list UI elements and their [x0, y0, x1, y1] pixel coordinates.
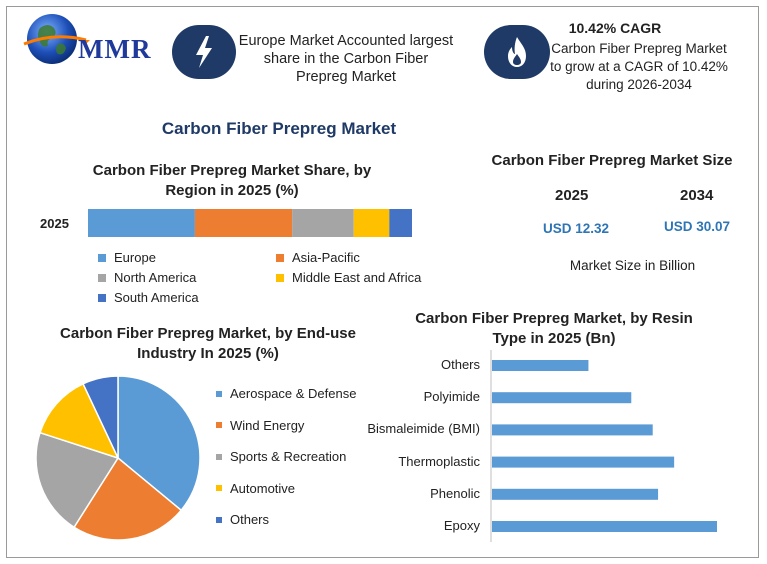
legend-label: Automotive — [230, 480, 296, 496]
legend-swatch — [98, 253, 106, 262]
region-category-label: 2025 — [40, 216, 69, 231]
market-size-note: Market Size in Billion — [569, 258, 696, 273]
region-bar-asia-pacific — [194, 209, 293, 237]
legend-swatch — [276, 253, 284, 262]
legend-swatch — [216, 516, 222, 523]
resin-bar-phenolic — [492, 488, 659, 500]
resin-bar-polyimide — [492, 392, 632, 404]
year-2025: 2025 — [555, 187, 589, 204]
flame-badge — [484, 25, 550, 79]
pie-slice-wind-energy — [73, 456, 183, 541]
resin-labels: Others Polyimide Bismaleimide (BMI) Thermop… — [330, 350, 480, 550]
size-value-2034: USD 30.07 — [664, 219, 731, 234]
legend-label: Middle East and Africa — [292, 270, 422, 285]
pie-slice-others — [82, 375, 119, 459]
market-size-title: Carbon Fiber Prepreg Market Size — [491, 152, 733, 169]
resin-label-phenolic: Phenolic — [430, 485, 480, 501]
resin-chart-title: Carbon Fiber Prepreg Market, by Resin Ty… — [415, 310, 693, 347]
legend-swatch — [98, 273, 106, 282]
logo-text: MMR — [78, 34, 152, 64]
region-stacked-bar — [88, 209, 412, 237]
legend-label: South America — [114, 290, 199, 305]
legend-label: Others — [230, 512, 270, 527]
size-value-2025: USD 12.32 — [543, 221, 610, 236]
region-legend-item-asia-pacific: Asia-Pacific — [276, 250, 360, 265]
legend-swatch — [98, 293, 106, 302]
lightning-icon — [196, 36, 212, 68]
pie-legend-item-aerospace-defense: Aerospace & Defense — [216, 386, 356, 401]
region-legend-item-europe: Europe — [98, 250, 156, 265]
pie-slice-aerospace-defense — [117, 375, 201, 512]
globe-icon — [23, 14, 90, 64]
region-bar-north-america — [292, 209, 354, 237]
resin-bar-bismaleimide-bmi — [492, 424, 653, 436]
region-legend-item-north-america: North America — [98, 270, 196, 285]
cagr-text: Carbon Fiber Prepreg Market to grow at a… — [550, 41, 728, 92]
region-legend-item-middle-east-and-africa: Middle East and Africa — [276, 270, 421, 285]
cagr-title: 10.42% CAGR — [568, 20, 662, 36]
resin-label-polyimide: Polyimide — [423, 389, 480, 405]
pie-legend-item-sports-recreation: Sports & Recreation — [216, 449, 346, 464]
resin-label-others: Others — [440, 357, 480, 372]
legend-swatch — [216, 485, 222, 491]
pie-slice-automotive — [39, 382, 120, 460]
end-use-pie — [35, 375, 201, 541]
resin-bar-others — [492, 360, 589, 371]
legend-label: North America — [114, 270, 197, 285]
region-legend-item-south-america: South America — [98, 290, 199, 305]
legend-label: Europe — [114, 250, 156, 265]
legend-label: Aerospace & Defense — [230, 386, 357, 401]
pie-legend-item-wind-energy: Wind Energy — [216, 418, 304, 433]
pie-chart-title: Carbon Fiber Prepreg Market, by End-use … — [60, 325, 356, 362]
region-bar-europe — [88, 209, 195, 237]
resin-bar-epoxy — [492, 521, 717, 532]
region-legend: Europe Asia-Pacific North America Middle Ea… — [98, 250, 468, 310]
resin-label-thermoplastic: Thermoplastic — [398, 453, 480, 469]
resin-label-bismaleimide-bmi: Bismaleimide (BMI) — [367, 421, 480, 437]
region-bar-middle-east-and-africa — [353, 209, 390, 237]
logo: MMR — [18, 10, 158, 70]
resin-label-epoxy: Epoxy — [443, 518, 480, 533]
flame-icon — [508, 37, 526, 67]
pie-legend: Aerospace & Defense Wind Energy Sports & R… — [216, 386, 376, 546]
pie-legend-item-automotive: Automotive — [216, 481, 295, 496]
legend-label: Asia-Pacific — [292, 250, 360, 265]
region-bar-south-america — [389, 209, 412, 237]
header-europe-text: Europe Market Accounted largest share in… — [238, 33, 454, 85]
lightning-badge — [172, 25, 236, 79]
legend-swatch — [276, 273, 284, 282]
page-title: Carbon Fiber Prepreg Market — [161, 119, 397, 138]
legend-swatch — [216, 453, 222, 460]
region-chart-title: Carbon Fiber Prepreg Market Share, by Re… — [92, 162, 372, 199]
legend-label: Sports & Recreation — [230, 449, 347, 464]
resin-bar-thermoplastic — [492, 456, 675, 468]
infographic-frame — [6, 6, 759, 558]
year-2034: 2034 — [680, 187, 714, 204]
legend-label: Wind Energy — [230, 417, 305, 433]
pie-slice-sports-recreation — [35, 431, 120, 529]
pie-legend-item-others: Others — [216, 512, 269, 527]
legend-swatch — [216, 390, 222, 397]
legend-swatch — [216, 422, 222, 428]
resin-bar-chart — [490, 350, 717, 542]
